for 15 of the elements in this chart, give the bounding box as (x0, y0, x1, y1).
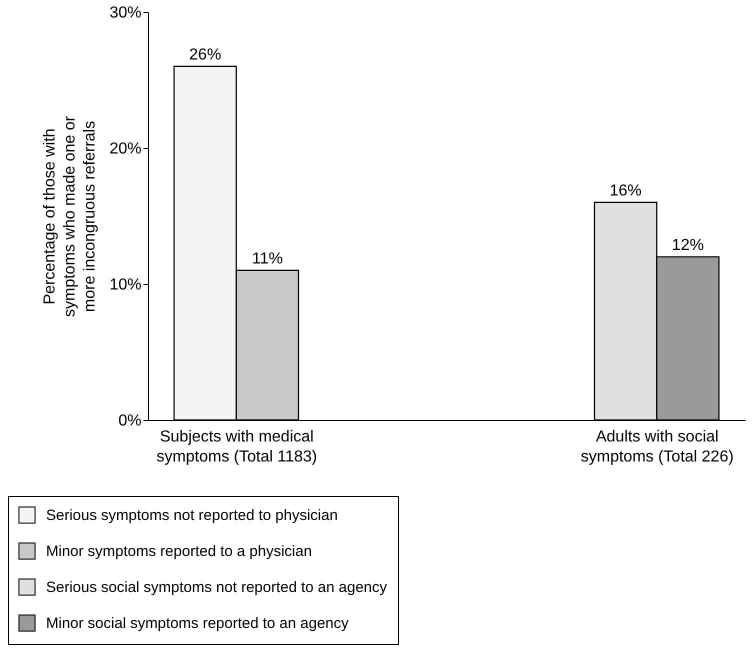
legend-label: Minor symptoms reported to a physician (46, 543, 312, 560)
x-tick-label: Adults with social symptoms (Total 226) (580, 428, 734, 466)
data-label: 26% (189, 46, 222, 64)
legend-label: Minor social symptoms reported to an agency (46, 615, 350, 632)
legend-label: Serious social symptoms not reported to an agency (46, 579, 388, 596)
data-label: 11% (252, 250, 283, 268)
data-label: 12% (672, 236, 704, 254)
data-label: 16% (610, 182, 642, 200)
y-tick-label: 20% (109, 140, 142, 158)
y-tick-label: 10% (109, 276, 142, 294)
legend-label: Serious symptoms not reported to physician (46, 507, 338, 524)
y-axis-title: Percentage of those with symptoms who made one or more incongruous referrals (41, 115, 98, 317)
y-tick-label: 30% (109, 4, 142, 22)
x-tick-label: Subjects with medical symptoms (Total 1183) (156, 428, 318, 466)
y-tick-label: 0% (118, 412, 142, 430)
